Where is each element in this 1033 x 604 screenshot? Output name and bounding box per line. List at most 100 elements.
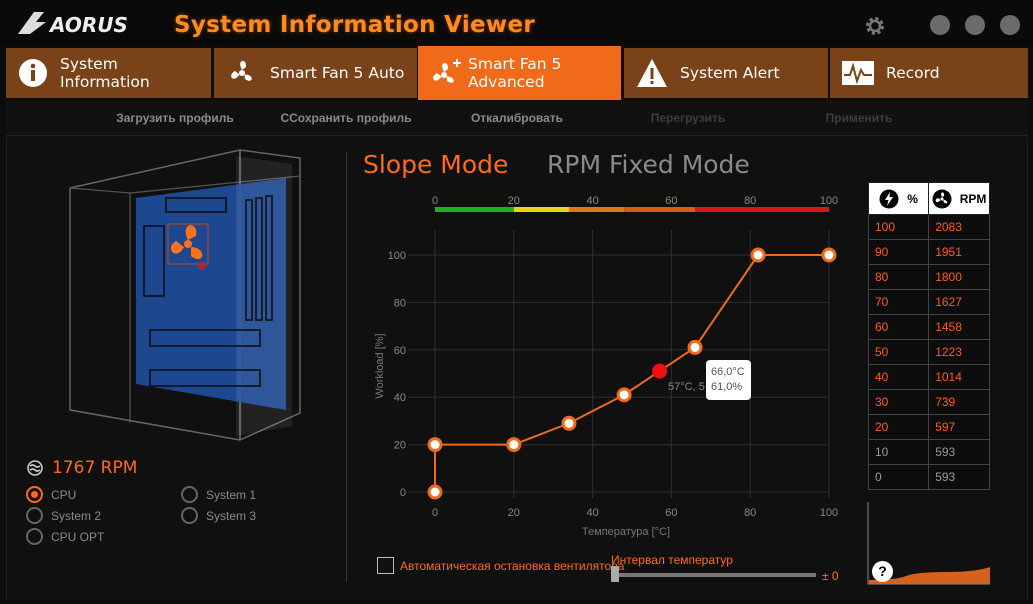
radio-system-1[interactable]: System 1 xyxy=(181,486,256,503)
curve-line xyxy=(434,254,829,492)
apply-button[interactable]: Применить xyxy=(825,111,893,125)
radio-dot xyxy=(26,486,43,503)
minimize-button[interactable] xyxy=(930,15,950,35)
tab-smart-fan-auto[interactable]: Smart Fan 5 Auto xyxy=(214,48,417,98)
rpm-cell: 739 xyxy=(928,389,990,415)
load-profile-button[interactable]: Загрузить профиль xyxy=(116,111,234,125)
gear-icon[interactable] xyxy=(864,15,886,37)
percent-cell: 40 xyxy=(867,364,930,390)
waveform-icon xyxy=(842,61,874,85)
current-point-label: 57°C, 5 xyxy=(668,381,705,393)
percent-cell: 100 xyxy=(867,214,930,240)
x-axis-label: Температура [°C] xyxy=(582,526,670,538)
percent-cell: 70 xyxy=(867,289,930,315)
close-button[interactable] xyxy=(1000,15,1020,35)
rpm-cell: 1014 xyxy=(928,364,990,390)
curve-control-point xyxy=(427,484,443,500)
app-title: System Information Viewer xyxy=(174,12,536,38)
tab-system-information[interactable]: System Information xyxy=(6,48,211,98)
point-tooltip: 66,0°C 61,0% xyxy=(706,360,751,400)
chart-axes: 0 20 40 60 80 100 0 20 40 60 80 100 xyxy=(388,250,839,519)
curve-control-point xyxy=(506,437,522,453)
radio-cpu[interactable]: CPU xyxy=(26,486,76,503)
auto-stop-checkbox[interactable]: Автоматическая остановка вентилятора xyxy=(377,557,624,574)
rpm-cell: 1627 xyxy=(928,289,990,315)
percent-cell: 50 xyxy=(867,339,930,365)
rpm-mini-graph xyxy=(867,502,990,585)
rpm-table-row: 70 1627 xyxy=(867,289,990,315)
temperature-interval-label: Интервал температур xyxy=(611,553,733,567)
tab-system-alert[interactable]: System Alert xyxy=(624,48,828,98)
temperature-scale-label: 0 xyxy=(432,195,438,207)
radio-label: CPU xyxy=(51,487,77,502)
slope-mode-tab[interactable]: Slope Mode xyxy=(363,150,509,179)
curve-control-point xyxy=(687,339,703,355)
tab-smart-fan-advanced[interactable]: Smart Fan 5 Advanced xyxy=(418,46,621,100)
percent-column-header: % xyxy=(867,182,930,215)
title-bar: AORUS System Information Viewer xyxy=(0,0,1033,46)
slider-handle[interactable] xyxy=(611,566,619,582)
curve-control-point xyxy=(821,247,837,263)
lightning-icon xyxy=(879,189,899,208)
main-tabs: System Information Smart Fan 5 Auto Smar… xyxy=(6,46,1028,100)
temperature-scale-segment xyxy=(624,207,696,212)
auto-stop-label: Автоматическая остановка вентилятора xyxy=(400,558,625,573)
radio-system-2[interactable]: System 2 xyxy=(26,507,101,524)
rpm-cell: 2083 xyxy=(928,214,990,240)
tab-label: Smart Fan 5 Auto xyxy=(270,64,405,82)
radio-system-3[interactable]: System 3 xyxy=(181,507,256,524)
aorus-logo: AORUS xyxy=(18,12,128,37)
reload-button[interactable]: Перегрузить xyxy=(650,111,726,125)
fan-plus-icon xyxy=(433,59,461,83)
save-profile-button[interactable]: ССохранить профиль xyxy=(280,111,412,125)
percent-cell: 10 xyxy=(867,439,930,465)
svg-text:AORUS: AORUS xyxy=(48,13,128,37)
curve-control-point xyxy=(427,437,443,453)
restore-button[interactable] xyxy=(965,15,985,35)
tab-label: Smart Fan 5 Advanced xyxy=(468,55,562,91)
airflow-icon xyxy=(27,460,43,476)
radio-cpu-opt[interactable]: CPU OPT xyxy=(26,528,104,545)
temperature-scale-label: 60 xyxy=(665,195,677,207)
temperature-scale-segment xyxy=(513,207,569,212)
fan-curve-chart[interactable]: 0 20 40 60 80 100 0 20 40 60 80 100 0 20 40 60 80 100 Wo… xyxy=(346,190,846,550)
panel-divider xyxy=(346,152,347,582)
chart-grid xyxy=(408,230,830,498)
calibrate-button[interactable]: Откалибровать xyxy=(470,111,564,125)
tab-label: System Information xyxy=(60,55,150,91)
rpm-table-row: 50 1223 xyxy=(867,339,990,365)
rpm-cell: 593 xyxy=(928,464,990,490)
rpm-cell: 593 xyxy=(928,439,990,465)
rpm-table-row: 10 593 xyxy=(867,439,990,465)
temperature-scale-bar: 0 20 40 60 80 100 xyxy=(432,195,838,212)
checkbox-box xyxy=(377,557,394,574)
rpm-table-row: 100 2083 xyxy=(867,214,990,240)
curve-control-point xyxy=(616,387,632,403)
radio-dot xyxy=(26,507,43,524)
rpm-table-row: 0 593 xyxy=(867,464,990,490)
temperature-scale-segment xyxy=(695,207,829,212)
header-label: % xyxy=(907,191,918,206)
fan-icon xyxy=(932,189,952,208)
help-button[interactable]: ? xyxy=(872,561,893,582)
percent-cell: 0 xyxy=(867,464,930,490)
y-tick-label: 100 xyxy=(388,250,406,262)
temperature-interval-slider[interactable] xyxy=(614,573,816,577)
radio-dot xyxy=(26,528,43,545)
percent-cell: 60 xyxy=(867,314,930,340)
rpm-table-row: 40 1014 xyxy=(867,364,990,390)
rpm-table-row: 80 1800 xyxy=(867,264,990,290)
rpm-cell: 1458 xyxy=(928,314,990,340)
rpm-fixed-mode-tab[interactable]: RPM Fixed Mode xyxy=(547,150,750,179)
rpm-table-row: 60 1458 xyxy=(867,314,990,340)
temperature-scale-label: 100 xyxy=(820,195,838,207)
curve-control-point xyxy=(561,415,577,431)
percent-cell: 90 xyxy=(867,239,930,265)
y-tick-label: 40 xyxy=(394,392,406,404)
info-icon xyxy=(19,59,47,87)
tab-record[interactable]: Record xyxy=(830,48,1028,98)
tab-label: System Alert xyxy=(680,64,780,82)
curve-control-point xyxy=(750,247,766,263)
temperature-scale-segment xyxy=(435,207,514,212)
temperature-scale-label: 40 xyxy=(586,195,598,207)
